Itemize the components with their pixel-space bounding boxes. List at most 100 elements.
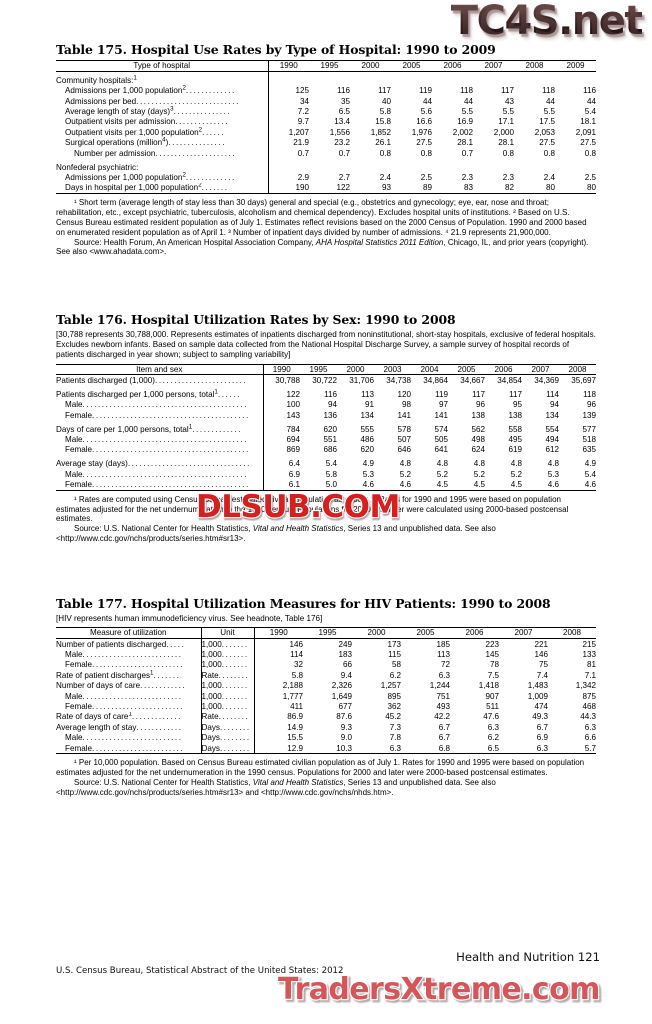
data-cell: 612 xyxy=(545,445,559,455)
data-cell xyxy=(391,158,432,172)
data-cell: 507 xyxy=(397,434,411,444)
table-row: Average length of stay (days)3..........… xyxy=(56,106,596,117)
data-cell: 4.6 xyxy=(559,479,596,491)
data-cell: 505 xyxy=(434,434,448,444)
data-cell: 138 xyxy=(508,410,522,420)
data-cell: 81 xyxy=(586,660,596,670)
data-cell xyxy=(309,158,350,172)
data-cell: 100 xyxy=(262,399,300,410)
data-cell: 4.6 xyxy=(337,479,374,491)
data-cell: 1,207 xyxy=(267,127,309,138)
data-cell: 117 xyxy=(501,86,514,96)
table-row: Number of patients discharged..... 1,000.… xyxy=(56,637,596,650)
data-cell: 16.9 xyxy=(457,117,473,127)
table-row: Female........................ Days......… xyxy=(56,742,596,755)
footer-page-number: Health and Nutrition 121 xyxy=(456,950,600,964)
data-cell: 577 xyxy=(582,424,596,434)
data-cell: 635 xyxy=(582,445,596,455)
data-cell: 120 xyxy=(397,389,411,399)
data-cell: 66 xyxy=(342,660,352,670)
data-cell: 23.2 xyxy=(334,138,350,148)
data-cell: 362 xyxy=(387,701,401,711)
data-cell xyxy=(432,158,473,172)
table-row: Number of days of care............ 1,000.… xyxy=(56,680,596,691)
data-cell: 40 xyxy=(381,96,391,106)
data-cell: 9.3 xyxy=(340,722,352,732)
footnote: ¹ Short term (average length of stay les… xyxy=(56,197,587,237)
data-cell: 751 xyxy=(436,691,450,701)
data-cell: 511 xyxy=(486,701,499,711)
data-cell: 9.7 xyxy=(267,116,309,128)
data-cell: 80 xyxy=(555,182,596,194)
data-cell: 2.7 xyxy=(338,172,350,182)
data-cell: 118 xyxy=(583,389,596,399)
data-cell: 5.2 xyxy=(510,469,522,479)
row-label: Average length of stay............ xyxy=(56,722,183,732)
column-header-year: 2008 xyxy=(559,363,596,375)
data-cell: 6.3 xyxy=(352,742,401,755)
table-row: Patients discharged (1,000).............… xyxy=(56,374,596,386)
data-cell: 6.1 xyxy=(262,479,300,491)
column-header-year: 2008 xyxy=(514,60,555,72)
data-cell: 5.4 xyxy=(325,459,337,469)
row-unit: Days........ xyxy=(200,742,254,755)
table-row: Days in hospital per 1,000 population2..… xyxy=(56,182,596,194)
data-cell: 875 xyxy=(582,691,596,701)
table-177-body: Number of patients discharged..... 1,000.… xyxy=(56,637,596,755)
data-cell: 0.7 xyxy=(267,147,309,159)
table-177-headnote: [HIV represents human immunodeficiency v… xyxy=(56,614,323,623)
column-header-year: 2000 xyxy=(352,627,401,639)
column-header-year: 2005 xyxy=(391,60,432,72)
data-cell: 5.2 xyxy=(399,469,411,479)
footnote: ¹ Rates are computed using Census Bureau… xyxy=(56,494,569,524)
table-row: Female..................................… xyxy=(56,444,596,455)
table-176-body: Patients discharged (1,000).............… xyxy=(56,374,596,491)
data-cell: 30,788 xyxy=(262,374,300,386)
data-cell: 28.1 xyxy=(457,138,473,148)
data-cell: 34,864 xyxy=(411,374,448,386)
column-header-year: 2006 xyxy=(432,60,473,72)
row-label: Surgical operations (million4)..........… xyxy=(65,137,227,148)
row-label: Male....................................… xyxy=(65,434,249,444)
data-cell: 44.3 xyxy=(580,712,596,722)
data-cell: 4.8 xyxy=(510,459,522,469)
data-cell: 2.4 xyxy=(543,172,555,182)
data-cell: 1,009 xyxy=(527,691,548,701)
data-cell: 173 xyxy=(352,637,401,650)
column-header-year: 2005 xyxy=(401,627,450,639)
data-cell: 223 xyxy=(450,637,499,650)
data-cell: 15.5 xyxy=(253,732,303,743)
data-cell: 551 xyxy=(323,434,337,444)
row-unit: 1,000....... xyxy=(200,680,254,691)
data-cell: 9.4 xyxy=(340,670,352,680)
data-cell xyxy=(514,158,555,172)
table-row: Days of care per 1,000 persons, total1..… xyxy=(56,420,596,435)
data-cell: 2,000 xyxy=(493,127,514,137)
data-cell: 694 xyxy=(262,434,300,445)
data-cell: 5.3 xyxy=(362,469,374,479)
column-header-year: 1990 xyxy=(267,60,309,72)
data-cell: 0.7 xyxy=(461,148,473,158)
table-176-headnote: [30,788 represents 30,788,000. Represent… xyxy=(56,330,596,360)
data-cell: 44 xyxy=(586,96,596,106)
data-cell: 27.5 xyxy=(539,138,555,148)
column-header-year: 2004 xyxy=(411,363,448,375)
table-176: Item and sex 1990 1995 2000 2003 2004 2005 2006… xyxy=(56,363,596,491)
data-cell: 14.9 xyxy=(253,721,303,733)
data-cell: 486 xyxy=(360,434,374,444)
data-cell: 2.3 xyxy=(502,172,514,182)
data-cell: 5.8 xyxy=(325,469,337,479)
data-cell: 185 xyxy=(401,637,450,650)
data-cell: 215 xyxy=(548,637,596,650)
table-row: Male.......................... Days......… xyxy=(56,732,596,743)
data-cell: 141 xyxy=(434,410,448,420)
row-label: Patients discharged (1,000).............… xyxy=(56,374,263,386)
table-row: Admissions per bed......................… xyxy=(56,95,596,107)
table-row: Average length of stay............ Days..… xyxy=(56,721,596,733)
table-177-title: Table 177. Hospital Utilization Measures… xyxy=(56,596,551,611)
data-cell: 116 xyxy=(583,86,596,96)
row-label: Average length of stay (days)3..........… xyxy=(65,106,232,117)
row-unit: 1,000....... xyxy=(200,690,254,702)
data-cell xyxy=(432,70,473,86)
data-cell: 139 xyxy=(582,410,596,420)
